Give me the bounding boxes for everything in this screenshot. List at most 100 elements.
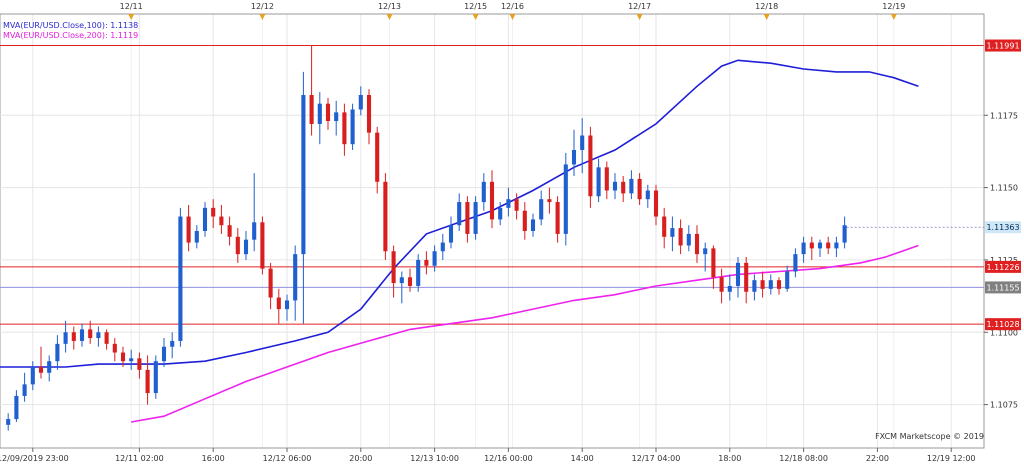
candle-down — [211, 207, 216, 217]
level-price-label: 1.11028 — [986, 320, 1019, 329]
date-marker-triangle — [636, 14, 643, 20]
candle-up — [457, 202, 462, 226]
candle-up — [473, 202, 478, 234]
time-tick-label: 12/13 10:00 — [410, 454, 459, 463]
candle-down — [465, 202, 470, 234]
candle-down — [227, 225, 232, 237]
candle-up — [506, 199, 511, 208]
candle-up — [735, 262, 741, 286]
price-tick-label: 1.1075 — [990, 401, 1018, 410]
candles — [6, 45, 847, 431]
candle-up — [79, 329, 85, 341]
candle-up — [358, 95, 363, 110]
candle-up — [580, 135, 585, 150]
candle-up — [47, 361, 52, 373]
candle-down — [366, 95, 372, 133]
date-marker-label: 12/12 — [251, 2, 274, 11]
candle-up — [793, 254, 798, 272]
date-marker-label: 12/17 — [628, 2, 651, 11]
date-marker-label: 12/11 — [120, 2, 143, 11]
candle-down — [375, 132, 380, 182]
candle-up — [834, 242, 839, 249]
time-tick-label: 12/17 04:00 — [632, 454, 681, 463]
legend-ma100: MVA(EUR/USD.Close,100): 1.1138 — [3, 21, 139, 30]
candle-up — [448, 225, 454, 243]
candle-down — [145, 369, 150, 394]
candle-down — [809, 242, 814, 249]
candle-down — [588, 135, 593, 197]
ma100-line — [0, 59, 919, 368]
time-tick-label: 16:00 — [202, 454, 225, 463]
price-axis: 1.1075 1.1100 1.1125 1.1150 1.1175 1.11991 1.1… — [983, 14, 1021, 448]
time-tick-label: 22:00 — [866, 454, 889, 463]
date-marker-label: 12/13 — [378, 2, 401, 11]
candle-up — [670, 228, 675, 237]
candle-up — [785, 271, 790, 289]
candle-up — [96, 332, 101, 339]
candle-down — [391, 251, 396, 284]
level-price-box — [985, 39, 1021, 52]
candle-up — [703, 248, 708, 255]
date-marker-label: 12/18 — [755, 2, 778, 11]
candle-down — [744, 262, 749, 292]
candle-down — [662, 216, 667, 237]
candle-down — [653, 190, 659, 217]
candle-down — [637, 178, 642, 200]
candle-up — [768, 280, 773, 289]
time-tick-label: 14:00 — [571, 454, 594, 463]
candle-up — [817, 242, 823, 249]
candle-down — [112, 343, 117, 353]
time-tick-label: 20:00 — [349, 454, 372, 463]
time-tick-label: 12/09/2019 23:00 — [0, 454, 69, 463]
candle-up — [432, 251, 437, 266]
candle-down — [547, 199, 552, 203]
candle-down — [678, 228, 683, 246]
candle-up — [530, 219, 536, 231]
candle-down — [260, 222, 265, 269]
candle-up — [202, 207, 208, 231]
candle-up — [596, 167, 601, 197]
candle-up — [334, 112, 339, 122]
time-tick-label: 12/19 12:00 — [927, 454, 976, 463]
candle-down — [325, 103, 331, 122]
time-tick-label: 12/12 06:00 — [263, 454, 312, 463]
price-tick-label: 1.1100 — [990, 328, 1018, 337]
date-marker-label: 12/15 — [464, 2, 487, 11]
moving-averages — [0, 59, 919, 423]
date-marker-triangle — [472, 14, 479, 20]
price-tick-label: 1.1150 — [990, 184, 1018, 193]
level-price-box — [985, 281, 1021, 294]
candle-down — [88, 329, 93, 339]
date-marker-triangle — [386, 14, 393, 20]
top-date-axis: 12/11 12/12 12/13 12/15 12/16 12/17 12/18 12/19 — [0, 2, 984, 20]
candle-down — [268, 268, 273, 298]
level-price-label: 1.11226 — [986, 263, 1019, 272]
candle-down — [38, 366, 44, 373]
candle-up — [6, 419, 11, 425]
candle-up — [178, 216, 183, 341]
candle-down — [407, 277, 413, 286]
grid-lines — [0, 13, 985, 449]
price-tick-label: 1.1125 — [990, 256, 1018, 265]
ma200-line — [131, 244, 919, 423]
candle-up — [63, 332, 68, 344]
level-price-label: 1.11991 — [986, 42, 1019, 51]
candle-down — [276, 297, 281, 310]
candle-up — [55, 343, 60, 362]
indicator-legend: MVA(EUR/USD.Close,100): 1.1138 MVA(EUR/U… — [3, 21, 138, 41]
candle-down — [104, 332, 109, 344]
time-tick-label: 12/18 08:00 — [779, 454, 828, 463]
candle-down — [604, 167, 609, 191]
candle-down — [235, 236, 240, 255]
candle-up — [440, 242, 445, 252]
candle-up — [842, 225, 847, 243]
candle-down — [383, 181, 388, 252]
candle-up — [686, 233, 691, 246]
candle-up — [612, 181, 618, 191]
candle-down — [137, 358, 142, 370]
candle-up — [22, 384, 27, 396]
plot-area — [0, 13, 985, 449]
candle-up — [399, 277, 404, 284]
